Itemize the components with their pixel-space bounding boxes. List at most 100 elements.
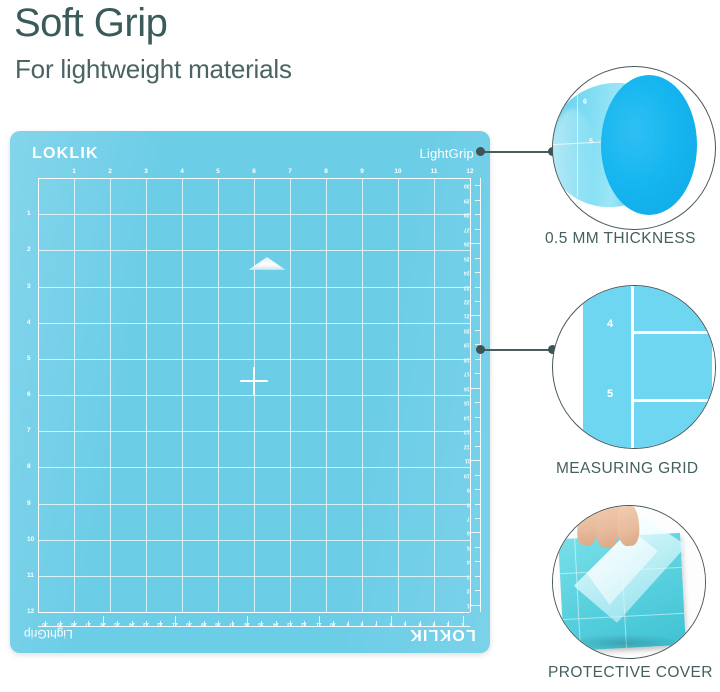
mat-measuring-grid: 1 2 3 4 5 6 7 8 9 10 11 12 1 2 3 4 5 6 7 8 9 10 11 12 [27, 168, 474, 614]
metric-tick-bottom [232, 621, 233, 627]
connector-dot-mat-thickness [476, 147, 485, 156]
metric-tick-bottom [146, 621, 147, 627]
inch-label-left: 9 [27, 499, 31, 507]
metric-label-right: 13 [464, 428, 470, 435]
metric-label-right: 5 [467, 544, 470, 551]
metric-label-right: 12 [464, 443, 470, 450]
metric-tick-bottom [204, 621, 205, 627]
metric-label-bottom: 9 [346, 621, 350, 627]
magnified-grid-line-h2 [631, 399, 715, 402]
metric-label-bottom: 16 [244, 621, 250, 627]
metric-tick-right [475, 200, 481, 201]
connector-dot-mat-grid [476, 345, 485, 354]
metric-label-right: 22 [464, 298, 470, 305]
metric-ruler-rail-bottom [38, 626, 470, 627]
metric-tick-bottom [74, 621, 75, 627]
metric-tick-right [475, 185, 481, 186]
inch-label-left: 12 [27, 607, 35, 615]
grid-line-horizontal [38, 250, 470, 251]
metric-tick-bottom [463, 616, 464, 627]
metric-label-bottom: 3 [432, 621, 436, 627]
inch-label-left: 8 [27, 462, 31, 470]
metric-tick-bottom [247, 616, 248, 627]
metric-tick-right [470, 460, 481, 461]
metric-tick-right [475, 258, 481, 259]
metric-label-bottom: 21 [172, 621, 178, 627]
detail-circle-cover [552, 505, 706, 659]
metric-label-right: 21 [464, 312, 470, 319]
metric-tick-right [475, 431, 481, 432]
page-title: Soft Grip [14, 1, 168, 45]
magnified-grid-number-5: 5 [607, 388, 614, 400]
metric-label-bottom: 10 [330, 621, 336, 627]
grid-line-horizontal [38, 504, 470, 505]
mat-variant-label-top: LightGrip [419, 146, 474, 161]
metric-label-bottom: 13 [287, 621, 293, 627]
metric-tick-right [475, 287, 481, 288]
metric-tick-bottom [261, 621, 262, 627]
metric-label-right: 9 [467, 486, 470, 493]
magnified-grid-line-h1 [631, 331, 715, 334]
connector-line-thickness [480, 151, 552, 153]
metric-tick-bottom [290, 621, 291, 627]
mat-variant-label-bottom: LightGrip [24, 627, 73, 641]
metric-tick-bottom [218, 621, 219, 627]
roll-highlight [553, 107, 595, 219]
grid-line-horizontal [38, 431, 470, 432]
inch-label-top: 3 [144, 168, 148, 175]
inch-label-left: 11 [27, 571, 34, 579]
metric-tick-bottom [304, 621, 305, 627]
detail-circle-thickness: 6 5 [552, 66, 716, 230]
metric-label-bottom: 2 [446, 621, 450, 627]
metric-tick-right [475, 489, 481, 490]
metric-ruler-bottom: 30 29 28 27 26 25 24 23 22 21 20 19 18 17 16 15 14 13 12 11… [38, 609, 470, 627]
metric-label-bottom: 1 [461, 621, 465, 627]
grid-line-vertical [470, 178, 471, 612]
metric-tick-right [470, 315, 481, 316]
metric-label-right: 25 [464, 255, 470, 262]
grid-line-horizontal [38, 287, 470, 288]
metric-label-bottom: 30 [42, 621, 48, 627]
metric-label-right: 26 [464, 240, 470, 247]
inch-label-left: 7 [27, 426, 31, 434]
metric-tick-bottom [348, 621, 349, 627]
metric-label-right: 3 [467, 573, 470, 580]
metric-label-right: 17 [464, 370, 470, 377]
grid-line-horizontal [38, 214, 470, 215]
metric-tick-bottom [276, 621, 277, 627]
grid-line-horizontal [38, 395, 470, 396]
metric-tick-right [475, 229, 481, 230]
detail-circle-grid: 4 5 [552, 285, 716, 449]
metric-tick-right [470, 532, 481, 533]
connector-line-grid [480, 349, 552, 351]
metric-tick-right [475, 475, 481, 476]
metric-tick-bottom [420, 621, 421, 627]
metric-label-bottom: 28 [71, 621, 77, 627]
inch-label-top: 8 [324, 168, 328, 175]
finger-3 [615, 506, 641, 547]
callout-label-cover: PROTECTIVE COVER [548, 664, 713, 681]
metric-label-bottom: 20 [186, 621, 192, 627]
metric-label-right: 8 [467, 501, 470, 508]
metric-label-right: 15 [464, 399, 470, 406]
grid-line-horizontal [38, 467, 470, 468]
inch-label-left: 3 [27, 282, 31, 290]
metric-tick-bottom [376, 621, 377, 627]
metric-tick-right [475, 417, 481, 418]
metric-label-right: 30 [464, 182, 470, 189]
inch-label-left: 2 [27, 245, 31, 253]
inch-label-top: 7 [288, 168, 292, 175]
metric-tick-bottom [362, 621, 363, 627]
metric-tick-bottom [319, 616, 320, 627]
metric-tick-bottom [103, 616, 104, 627]
metric-label-bottom: 19 [201, 621, 207, 627]
connector-dot-circle-grid [548, 345, 557, 354]
metric-label-right: 11 [464, 457, 470, 464]
metric-tick-bottom [160, 621, 161, 627]
metric-label-bottom: 12 [301, 621, 307, 627]
metric-label-bottom: 24 [129, 621, 135, 627]
metric-tick-right [475, 359, 481, 360]
inch-label-left: 4 [27, 318, 31, 326]
